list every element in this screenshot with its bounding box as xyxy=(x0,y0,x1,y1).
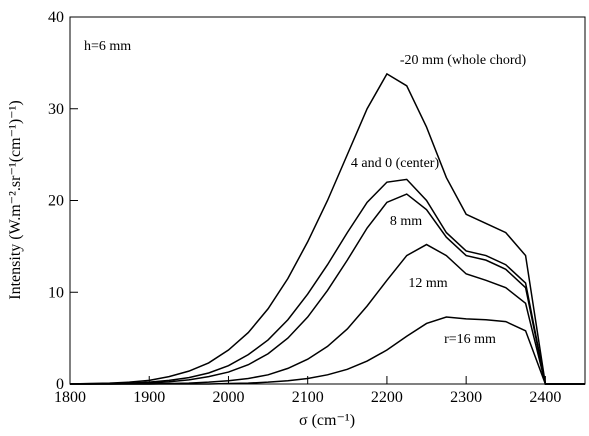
x-tick-label: 2200 xyxy=(371,389,403,406)
x-tick-label: 2000 xyxy=(212,389,244,406)
series-label: -20 mm (whole chord) xyxy=(400,53,527,68)
x-axis-label: σ (cm⁻¹) xyxy=(299,412,355,429)
y-axis-label: Intensity (W.m⁻².sr⁻¹(cm⁻¹)⁻¹) xyxy=(7,100,24,299)
series-line xyxy=(69,72,585,385)
y-tick-label: 10 xyxy=(48,284,64,301)
x-tick-label: 2400 xyxy=(529,389,561,406)
series-line xyxy=(70,193,585,385)
series-line xyxy=(70,316,585,385)
y-tick-label: 30 xyxy=(48,101,64,118)
x-tick-label: 2300 xyxy=(450,389,482,406)
annotation: h=6 mm xyxy=(84,39,131,54)
series-line xyxy=(70,178,585,385)
y-tick-label: 20 xyxy=(48,193,64,210)
series-label: 4 and 0 (center) xyxy=(351,156,440,171)
series-label: 8 mm xyxy=(390,214,422,229)
x-tick-label: 2100 xyxy=(292,389,324,406)
x-tick-label: 1900 xyxy=(133,389,165,406)
x-tick-label: 1800 xyxy=(54,389,86,406)
series-label: r=16 mm xyxy=(444,332,496,347)
series-label: 12 mm xyxy=(408,276,447,291)
y-tick-label: 0 xyxy=(56,376,64,393)
y-tick-label: 40 xyxy=(48,9,64,26)
